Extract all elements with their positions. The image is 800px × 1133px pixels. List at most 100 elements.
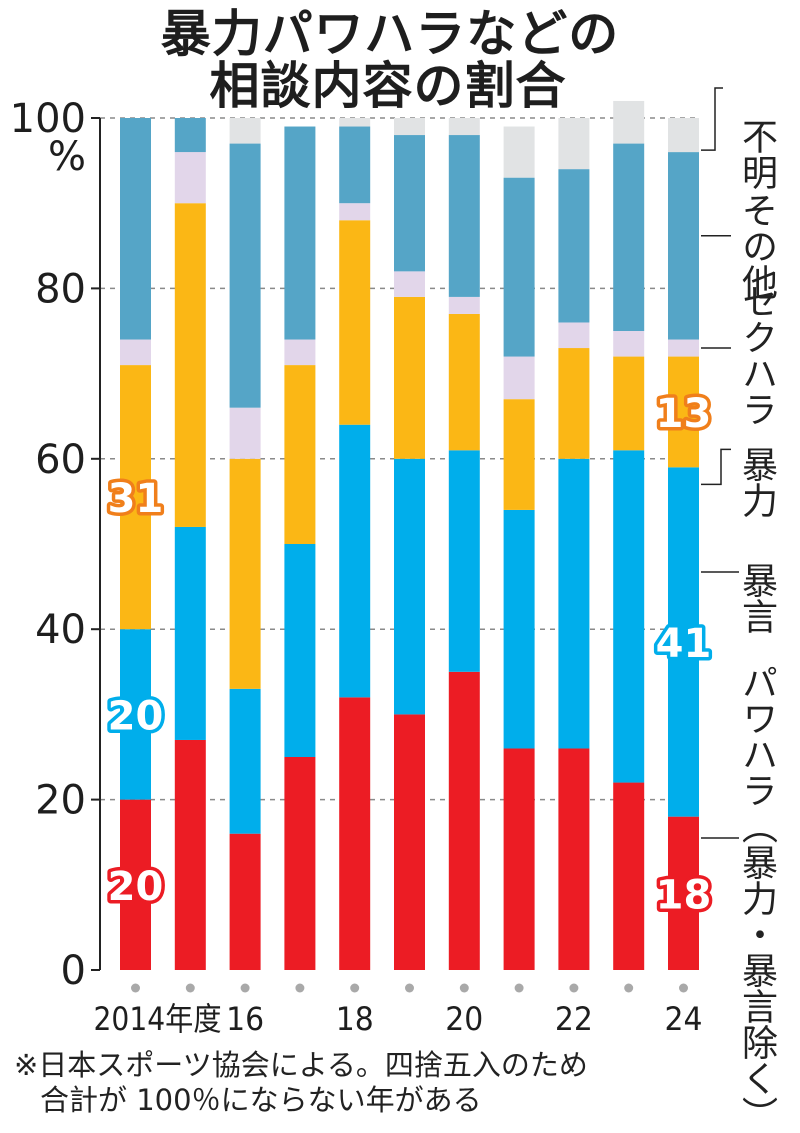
bar-segment-other — [503, 177, 535, 357]
bar-segment-unknown — [339, 118, 371, 127]
y-tick-label: 100 — [10, 96, 86, 142]
connector-violence — [701, 448, 731, 486]
bar-segment-sexual_harassment — [229, 407, 261, 459]
x-tick-label: 2014年度 — [94, 1000, 222, 1038]
x-tick-dot — [624, 983, 634, 993]
bar-segment-verbal_abuse — [503, 509, 535, 749]
bar-segment-violence — [503, 399, 535, 510]
bar-segment-unknown — [448, 118, 480, 136]
bar-segment-other — [174, 118, 206, 153]
x-tick-dot — [679, 983, 688, 993]
bar-2015 — [174, 118, 206, 970]
bar-segment-other — [394, 135, 425, 272]
bar-segment-other — [339, 126, 371, 204]
data-label-violence-2014: 31 — [108, 476, 164, 522]
bar-segment-verbal_abuse — [558, 458, 590, 749]
x-tick-label: 16 — [226, 1000, 264, 1038]
bar-segment-powerharassment — [558, 748, 590, 970]
connector-unknown — [701, 87, 723, 151]
bar-segment-other — [284, 126, 316, 340]
x-tick-dot — [405, 983, 414, 993]
data-label-powerharassment-2024: 18 — [656, 872, 712, 918]
bar-segment-violence — [613, 356, 645, 451]
x-tick-dot — [569, 983, 579, 993]
bar-segment-unknown — [503, 126, 535, 178]
bar-segment-powerharassment — [229, 833, 261, 970]
legend-label-sexual-harassment: セクハラ — [736, 283, 777, 427]
bar-segment-sexual_harassment — [120, 339, 151, 366]
legend-label-unknown: 不明 — [736, 118, 777, 190]
bar-segment-other — [448, 135, 480, 297]
bar-segment-violence — [339, 220, 371, 425]
bar-segment-verbal_abuse — [174, 526, 206, 740]
bar-segment-sexual_harassment — [503, 356, 535, 400]
x-tick-dots — [131, 983, 688, 993]
bar-segment-other — [613, 143, 645, 331]
bar-segment-violence — [668, 356, 699, 468]
bar-segment-sexual_harassment — [448, 296, 480, 314]
bar-segment-sexual_harassment — [339, 203, 371, 221]
y-tick-label: 40 — [35, 607, 86, 653]
bar-segment-verbal_abuse — [613, 450, 645, 783]
bar-segment-verbal_abuse — [229, 688, 261, 834]
y-tick-label: 80 — [35, 266, 86, 312]
bar-segment-powerharassment — [613, 782, 645, 970]
bar-segment-other — [668, 152, 699, 340]
bar-segment-violence — [394, 296, 425, 459]
bar-segment-unknown — [668, 118, 699, 153]
bar-2023 — [613, 100, 645, 970]
bar-segment-unknown — [613, 100, 645, 144]
bar-segment-powerharassment — [668, 816, 699, 970]
x-tick-labels: 2014年度 16 18 20 22 24 — [94, 1000, 703, 1038]
bar-2020 — [448, 118, 480, 970]
x-tick-label: 22 — [555, 1000, 593, 1038]
data-labels: 31 20 20 13 41 18 — [104, 387, 715, 921]
data-label-violence-2024: 13 — [656, 391, 712, 437]
legend-label-violence: 暴力 — [736, 446, 777, 518]
bar-2016 — [229, 118, 261, 970]
bar-segment-other — [558, 169, 590, 323]
y-tick-label: 60 — [35, 437, 86, 483]
y-tick-label: 20 — [35, 778, 86, 824]
data-label-powerharassment-2014: 20 — [108, 864, 164, 910]
bar-segment-powerharassment — [503, 748, 535, 970]
bar-segment-sexual_harassment — [284, 339, 316, 366]
x-tick-dot — [185, 983, 195, 993]
bars — [120, 100, 699, 970]
y-tick-label: 0 — [61, 948, 86, 994]
bar-segment-powerharassment — [394, 714, 425, 970]
x-tick-dot — [295, 983, 305, 993]
bar-segment-powerharassment — [448, 671, 480, 970]
legend-label-other: その他 — [736, 192, 777, 300]
data-label-verbal_abuse-2024: 41 — [656, 621, 712, 667]
bar-2022 — [558, 118, 590, 970]
bar-segment-violence — [174, 203, 206, 527]
chart-title-line-1: 暴力パワハラなどの — [160, 5, 620, 63]
x-tick-dot — [350, 983, 360, 993]
bar-2024 — [668, 118, 699, 970]
bar-segment-powerharassment — [174, 739, 206, 970]
data-label-verbal_abuse-2014: 20 — [108, 693, 164, 739]
bar-segment-other — [120, 118, 151, 340]
bar-segment-verbal_abuse — [120, 629, 151, 800]
x-tick-label: 18 — [336, 1000, 374, 1038]
bar-segment-verbal_abuse — [284, 544, 316, 757]
bar-segment-unknown — [229, 118, 261, 144]
bar-segment-unknown — [558, 118, 590, 170]
bar-segment-violence — [448, 313, 480, 451]
legend-label-powerharassment: パワハラ（暴力・暴言除く） — [736, 664, 777, 1132]
legend-connectors — [701, 87, 739, 839]
footnote-line-1: ※日本スポーツ協会による。四捨五入のため — [14, 1048, 588, 1082]
bar-segment-violence — [120, 365, 151, 630]
x-tick-label: 20 — [445, 1000, 483, 1038]
bar-segment-violence — [229, 458, 261, 689]
y-unit-label: % — [48, 134, 86, 180]
bar-2018 — [339, 118, 371, 970]
x-tick-dot — [131, 983, 140, 993]
footnote-line-2: 合計が 100％にならない年がある — [40, 1083, 482, 1117]
bar-segment-powerharassment — [120, 799, 151, 970]
bar-segment-powerharassment — [284, 757, 316, 970]
legend-label-verbal-abuse: 暴言 — [736, 562, 777, 634]
bar-2014 — [120, 118, 151, 970]
